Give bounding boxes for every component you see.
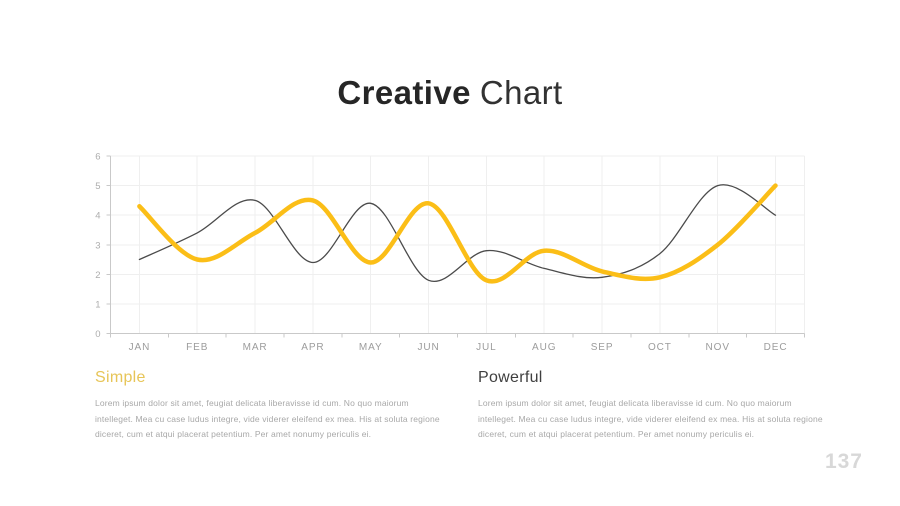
line-chart: 0 1 2 3 4 5 6 JAN FEB MAR APR MAY JUN JUL AUG SEP OCT NOV…	[95, 152, 805, 353]
svg-text:2: 2	[95, 270, 100, 281]
svg-text:MAR: MAR	[243, 342, 268, 353]
section-powerful-heading: Powerful	[478, 369, 543, 386]
svg-text:JAN: JAN	[129, 342, 151, 353]
section-simple: Simple Lorem ipsum dolor sit amet, feugi…	[95, 369, 443, 443]
svg-text:1: 1	[95, 299, 100, 310]
section-simple-body: Lorem ipsum dolor sit amet, feugiat deli…	[95, 398, 440, 439]
section-simple-heading: Simple	[95, 369, 146, 386]
svg-text:FEB: FEB	[186, 342, 208, 353]
section-powerful: Powerful Lorem ipsum dolor sit amet, feu…	[478, 369, 826, 443]
page-title: Creative Chart	[0, 74, 900, 112]
title-bold-text: Creative	[337, 74, 471, 111]
svg-text:0: 0	[95, 329, 100, 340]
svg-text:NOV: NOV	[706, 342, 730, 353]
svg-text:3: 3	[95, 240, 100, 251]
svg-text:SEP: SEP	[591, 342, 614, 353]
svg-text:5: 5	[95, 181, 100, 192]
svg-text:JUN: JUN	[417, 342, 439, 353]
title-light-text: Chart	[479, 74, 563, 111]
svg-text:6: 6	[95, 152, 100, 163]
svg-text:MAY: MAY	[359, 342, 383, 353]
svg-text:AUG: AUG	[532, 342, 556, 353]
svg-text:JUL: JUL	[476, 342, 496, 353]
section-powerful-body: Lorem ipsum dolor sit amet, feugiat deli…	[478, 398, 823, 439]
page-number: 137	[824, 450, 863, 473]
svg-text:OCT: OCT	[648, 342, 672, 353]
svg-text:4: 4	[95, 211, 100, 222]
svg-text:APR: APR	[301, 342, 324, 353]
svg-text:DEC: DEC	[764, 342, 788, 353]
